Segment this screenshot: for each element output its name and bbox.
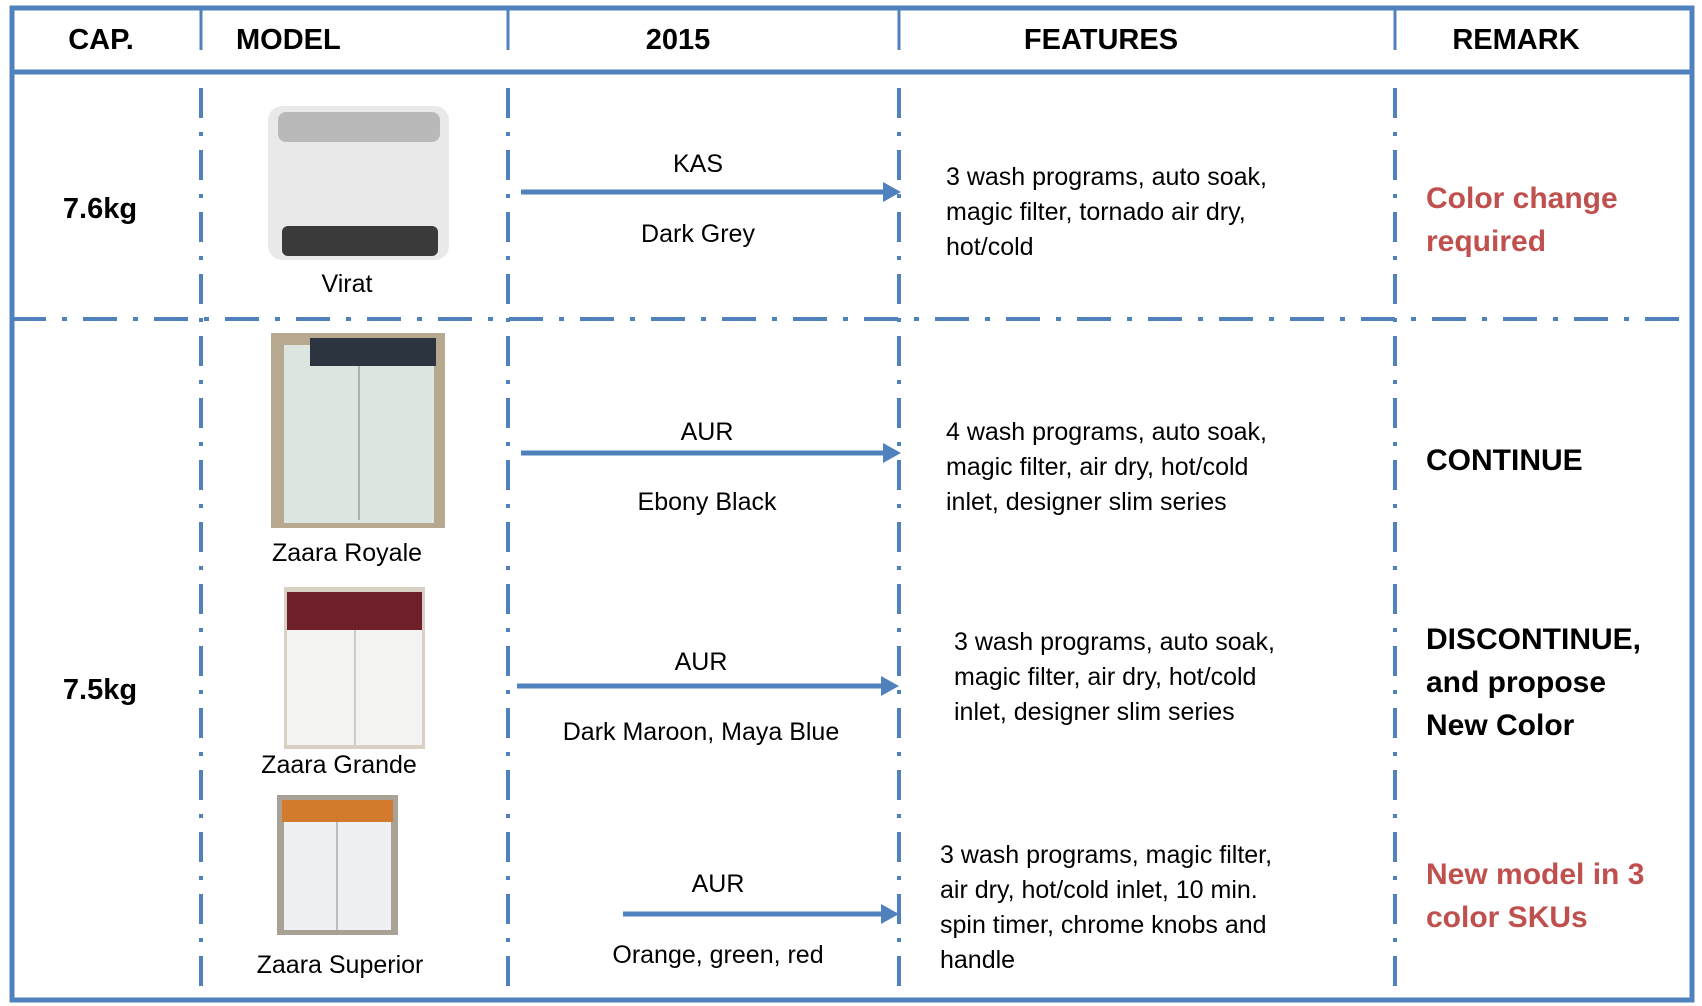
colors: Orange, green, red [612,941,824,969]
header-cell: MODEL [236,24,341,56]
column-dividers [199,88,1397,998]
arrows [517,182,901,924]
brand: KAS [672,150,724,178]
remark: New model in 3 color SKUs [1426,858,1645,934]
brand: AUR [674,648,728,676]
features: 4 wash programs, auto soak, magic filter… [946,418,1267,516]
model-name: Zaara Grande [261,751,417,779]
capacity: 7.5kg [62,674,138,706]
features: 3 wash programs, auto soak, magic filter… [954,628,1275,726]
model-name: Zaara Royale [271,539,423,567]
features: 3 wash programs, auto soak, magic filter… [946,163,1267,261]
colors: Dark Grey [641,220,755,248]
remark: CONTINUE [1426,444,1583,477]
header-cell: FEATURES [1023,24,1179,56]
model-name: Virat [321,270,373,298]
header-cell: CAP. [68,24,134,56]
features: 3 wash programs, magic filter, air dry, … [940,841,1273,974]
product-image-zaara-royale [271,333,445,528]
header-cell: 2015 [645,24,711,56]
colors: Dark Maroon, Maya Blue [562,718,840,746]
remark: DISCONTINUE, and propose New Color [1426,623,1642,742]
header-cell: REMARK [1452,24,1580,56]
model-name: Zaara Superior [256,951,424,979]
product-image-zaara-superior [277,795,398,935]
brand: AUR [680,418,734,446]
product-image-virat [268,106,449,260]
remark: Color change required [1426,182,1618,258]
product-image-zaara-grande [284,587,425,749]
header-dividers [199,10,1397,50]
outer-border [9,5,1695,1003]
colors: Ebony Black [637,488,777,516]
brand: AUR [691,870,745,898]
capacity: 7.6kg [62,193,138,225]
